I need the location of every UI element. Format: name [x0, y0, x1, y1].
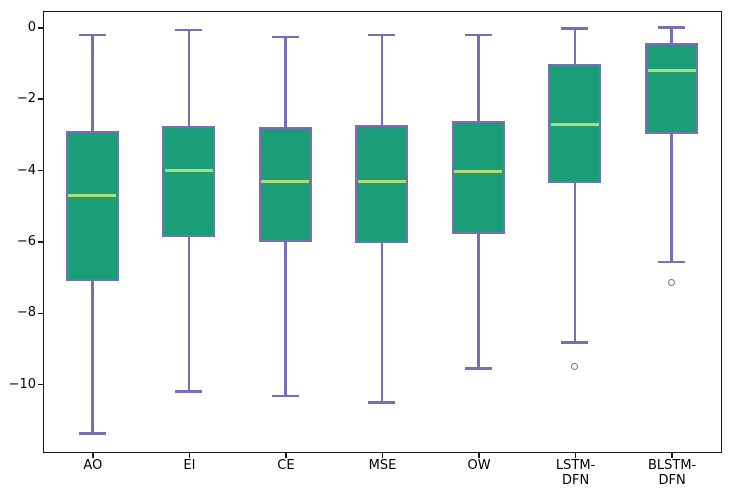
x-tick-label: EI — [141, 458, 237, 473]
whisker-lower-stem — [90, 280, 94, 434]
whisker-lower-stem — [573, 182, 577, 343]
whisker-lower-cap — [368, 400, 396, 404]
x-tick-label-line: LSTM- — [555, 458, 596, 473]
whisker-upper-cap — [658, 26, 686, 29]
box-AO — [65, 131, 119, 281]
x-tick-label-line: EI — [183, 458, 196, 473]
whisker-upper-cap — [175, 28, 203, 32]
median-line — [261, 180, 310, 184]
whisker-upper-cap — [464, 33, 492, 37]
x-tick-label: OW — [431, 458, 527, 473]
plot-area — [43, 11, 722, 453]
median-line — [68, 194, 117, 198]
whisker-upper-stem — [187, 30, 191, 127]
x-tick-mark — [574, 453, 577, 458]
x-tick-label-line: AO — [83, 458, 103, 473]
box-EI — [162, 126, 216, 237]
x-tick-mark — [381, 453, 384, 458]
x-tick-label: BLSTM- DFN — [624, 458, 720, 488]
whisker-lower-cap — [658, 260, 686, 264]
x-tick-label: CE — [238, 458, 334, 473]
outlier-point — [571, 362, 579, 370]
y-tick-mark — [38, 241, 43, 243]
y-tick-mark — [38, 98, 43, 101]
median-line — [550, 123, 599, 127]
y-tick-mark — [38, 169, 43, 172]
whisker-lower-stem — [670, 134, 673, 263]
y-tick-label: −2 — [16, 91, 36, 107]
x-tick-mark — [92, 453, 94, 458]
x-tick-mark — [478, 453, 480, 458]
whisker-lower-cap — [271, 394, 299, 398]
y-tick-mark — [38, 27, 43, 29]
whisker-lower-stem — [380, 243, 384, 403]
whisker-upper-stem — [284, 36, 287, 128]
box-CE — [258, 127, 312, 243]
x-tick-label: MSE — [335, 458, 431, 473]
whisker-lower-cap — [464, 367, 492, 370]
median-line — [647, 69, 696, 72]
y-tick-label: −4 — [16, 162, 36, 178]
whisker-upper-cap — [368, 33, 396, 37]
x-tick-label: AO — [45, 458, 141, 473]
whisker-upper-stem — [477, 35, 480, 122]
x-tick-label-line: BLSTM- — [647, 458, 697, 473]
whisker-upper-stem — [90, 35, 94, 132]
whisker-lower-stem — [284, 242, 287, 396]
box-LSTM-DFN — [548, 63, 602, 183]
outlier-point — [668, 279, 676, 287]
x-tick-mark — [671, 453, 673, 458]
whisker-lower-cap — [561, 341, 589, 344]
whisker-upper-stem — [670, 27, 673, 43]
whisker-lower-cap — [175, 390, 203, 393]
whisker-upper-cap — [561, 27, 589, 30]
y-tick-label: −10 — [8, 376, 36, 392]
x-tick-label-line: DFN — [561, 473, 590, 488]
box-MSE — [355, 125, 409, 244]
median-line — [454, 169, 503, 173]
median-line — [164, 168, 213, 172]
y-tick-label: −8 — [16, 305, 36, 321]
whisker-lower-cap — [78, 432, 106, 435]
y-tick-label: 0 — [27, 19, 36, 35]
whisker-upper-stem — [380, 35, 384, 126]
whisker-upper-cap — [78, 33, 106, 37]
y-tick-mark — [38, 383, 43, 386]
x-tick-mark — [285, 453, 287, 458]
box-BLSTM-DFN — [645, 42, 699, 135]
x-tick-label-line: MSE — [368, 458, 397, 473]
box-OW — [451, 121, 505, 234]
x-tick-label-line: DFN — [658, 473, 686, 488]
whisker-upper-stem — [573, 28, 577, 64]
x-tick-label-line: OW — [467, 458, 491, 473]
x-tick-mark — [188, 453, 191, 458]
y-tick-mark — [38, 312, 43, 315]
whisker-upper-cap — [271, 35, 299, 39]
y-tick-label: −6 — [16, 233, 36, 249]
whisker-lower-stem — [477, 233, 480, 369]
x-tick-label: LSTM- DFN — [528, 458, 624, 488]
x-tick-label-line: CE — [277, 458, 295, 473]
whisker-lower-stem — [187, 236, 191, 392]
median-line — [357, 179, 406, 183]
